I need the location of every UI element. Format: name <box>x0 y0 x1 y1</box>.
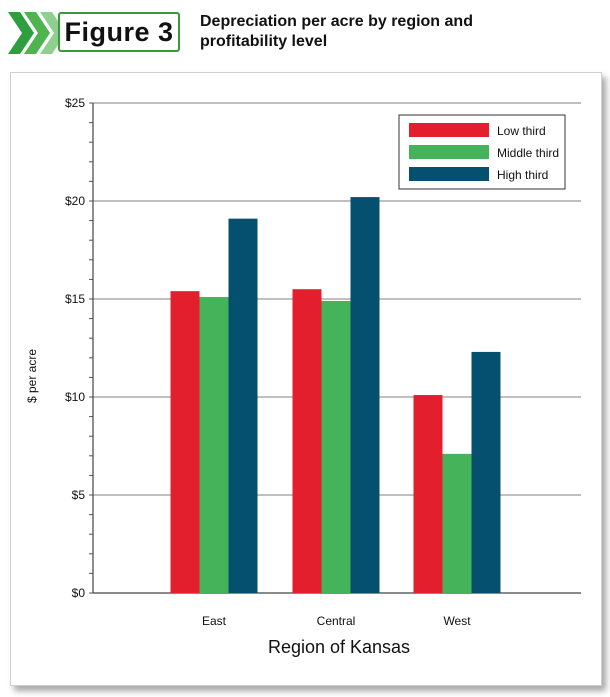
x-tick-label: Central <box>317 614 356 628</box>
bar-low-third-west <box>413 395 443 593</box>
bars <box>170 197 501 593</box>
bar-low-third-east <box>170 291 200 593</box>
chevron-1-icon <box>8 12 34 54</box>
bar-high-third-east <box>228 218 258 593</box>
bar-middle-third-east <box>199 297 229 593</box>
y-tick-label: $20 <box>65 194 85 208</box>
legend-swatch <box>409 145 489 159</box>
x-tick-label: West <box>443 614 471 628</box>
x-tick-label: East <box>202 614 227 628</box>
chart-panel: $0 $5 $10 $15 $20 $25 East Central West $ per a… <box>10 72 602 686</box>
legend: Low third Middle third High third <box>398 114 566 190</box>
figure-badge: Figure 3 <box>58 12 180 52</box>
chevron-2-icon <box>24 12 50 54</box>
y-tick-label: $0 <box>72 586 86 600</box>
bar-low-third-central <box>292 289 322 593</box>
figure-header: Figure 3 Depreciation per acre by region… <box>0 0 610 64</box>
y-tick-label: $25 <box>65 96 85 110</box>
legend-label: High third <box>497 168 548 182</box>
legend-swatch <box>409 123 489 137</box>
legend-swatch <box>409 167 489 181</box>
legend-label: Low third <box>497 124 546 138</box>
bar-chart: $0 $5 $10 $15 $20 $25 East Central West $ per a… <box>25 96 581 657</box>
y-tick-label: $5 <box>72 488 86 502</box>
bar-middle-third-west <box>442 453 472 593</box>
y-tick-label: $10 <box>65 390 85 404</box>
legend-label: Middle third <box>497 146 559 160</box>
y-tick-label: $15 <box>65 292 85 306</box>
x-axis-label: Region of Kansas <box>268 637 410 657</box>
y-axis-label: $ per acre <box>25 349 39 403</box>
x-tick-labels: East Central West <box>202 614 471 628</box>
bar-high-third-central <box>350 197 380 593</box>
bar-middle-third-central <box>321 300 351 593</box>
bar-high-third-west <box>471 351 501 593</box>
figure-label: Figure 3 <box>64 16 174 47</box>
y-tick-labels: $0 $5 $10 $15 $20 $25 <box>65 96 85 600</box>
figure-title: Depreciation per acre by region and prof… <box>200 13 473 50</box>
